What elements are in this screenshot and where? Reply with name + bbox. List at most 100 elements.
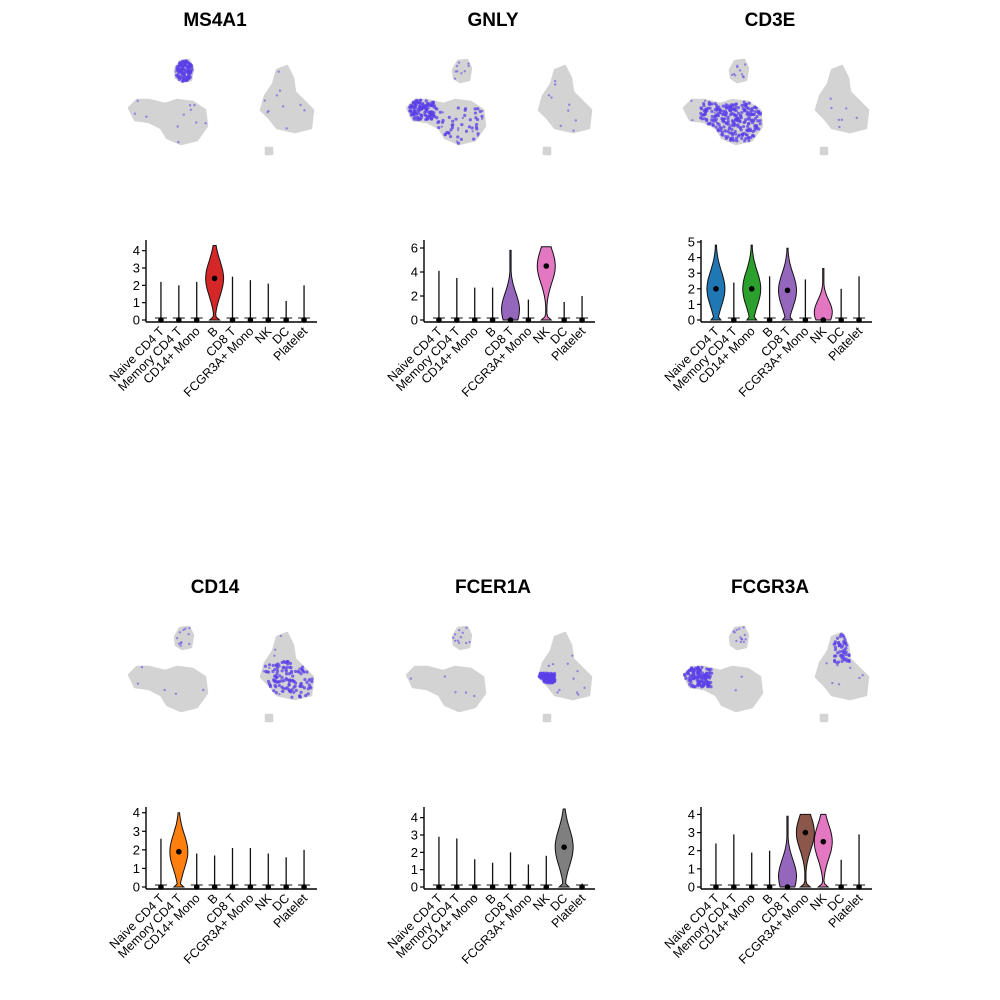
umap-cell: [738, 69, 742, 72]
umap-cell: [473, 694, 476, 698]
median-point: [713, 884, 719, 890]
umap-cell-expressing: [696, 684, 700, 688]
umap-cell-expressing: [272, 689, 276, 693]
y-tick-label: 6: [411, 241, 418, 256]
umap-cell: [182, 113, 186, 116]
umap-cell-expressing: [289, 669, 294, 674]
umap-cell-expressing: [756, 119, 760, 123]
umap-cell: [176, 125, 179, 128]
umap-cell: [855, 116, 858, 120]
umap-cell-expressing: [693, 666, 697, 670]
umap-cell-expressing: [701, 680, 705, 684]
umap-cell-expressing: [413, 109, 417, 113]
umap-cell-expressing: [697, 679, 701, 684]
y-tick-label: 3: [688, 266, 695, 281]
umap-cell-expressing: [710, 114, 714, 119]
umap-cell-expressing: [749, 135, 753, 140]
umap-cell: [441, 111, 445, 114]
umap-cell-expressing: [720, 132, 724, 137]
umap-cell-expressing: [282, 659, 286, 664]
umap-cell-expressing: [428, 112, 432, 116]
umap-cell-expressing: [726, 115, 730, 119]
umap-cell-expressing: [419, 115, 424, 119]
umap-cell-expressing: [750, 121, 755, 125]
umap-cell: [571, 654, 574, 657]
umap-cell-expressing: [271, 663, 275, 668]
umap-cell-expressing: [183, 69, 187, 73]
umap-cell-expressing: [734, 132, 738, 136]
umap-cell-expressing: [298, 695, 302, 699]
umap-cell: [453, 77, 457, 80]
umap-cell-expressing: [464, 129, 469, 133]
umap-cell-expressing: [726, 129, 730, 134]
umap-cell-expressing: [410, 104, 414, 108]
umap-cell: [849, 666, 852, 670]
umap-cell-expressing: [285, 678, 289, 682]
umap-cell-expressing: [293, 669, 298, 674]
violin-nk: [813, 268, 833, 321]
umap-cell-expressing: [837, 643, 841, 647]
median-point: [802, 829, 809, 836]
umap-cell-expressing: [275, 669, 280, 673]
umap-cell-expressing: [419, 113, 423, 117]
umap-cell: [568, 103, 571, 106]
umap-cell-expressing: [706, 671, 711, 675]
umap-cell-expressing: [699, 116, 703, 120]
umap-cell: [572, 129, 575, 132]
umap-cell: [202, 688, 205, 692]
umap-cluster-t: [127, 665, 209, 713]
umap-cell-expressing: [306, 692, 310, 696]
umap-cell-expressing: [747, 122, 751, 126]
umap-cell: [743, 63, 747, 66]
umap-cell: [572, 677, 575, 680]
umap-cell-expressing: [702, 117, 707, 121]
umap-cell: [457, 641, 461, 645]
y-tick-label: 3: [411, 828, 418, 843]
violin-cd8-t: [777, 815, 798, 888]
umap-cell-expressing: [187, 62, 192, 66]
umap-cell: [285, 127, 288, 130]
umap-cell-expressing: [709, 685, 713, 689]
umap-cell-expressing: [305, 680, 309, 684]
umap-cell: [825, 662, 828, 665]
umap-cell-expressing: [735, 139, 739, 143]
umap-cell: [831, 681, 834, 685]
umap-cell: [733, 631, 736, 634]
umap-cell: [734, 689, 737, 692]
umap-cell-expressing: [832, 642, 836, 646]
umap-cell-expressing: [474, 116, 478, 120]
median-point: [766, 317, 773, 323]
umap-cell-expressing: [446, 131, 450, 135]
umap-cell: [409, 677, 413, 680]
umap-cell-expressing: [441, 120, 445, 124]
umap-cell-expressing: [176, 72, 180, 76]
umap-cell: [744, 638, 747, 641]
median-point: [766, 884, 773, 890]
umap-cell-expressing: [293, 684, 297, 688]
umap-cell-expressing: [844, 650, 848, 654]
umap-cell-expressing: [418, 104, 422, 109]
umap-cell: [303, 109, 306, 112]
umap-cell-expressing: [716, 129, 721, 133]
umap-cell: [713, 111, 716, 114]
umap-cell-expressing: [699, 683, 703, 688]
umap-cell-expressing: [277, 664, 281, 668]
umap-cell-expressing: [431, 113, 436, 117]
median-point: [176, 317, 182, 323]
umap-cell-expressing: [179, 76, 183, 80]
umap-cell-expressing: [288, 661, 293, 665]
y-tick-label: 4: [133, 243, 140, 258]
umap-cell-expressing: [736, 105, 741, 110]
median-point: [561, 844, 567, 850]
umap-cell-expressing: [291, 678, 295, 683]
umap-cell-expressing: [275, 671, 279, 675]
median-point: [193, 317, 200, 323]
umap-cell-expressing: [450, 126, 455, 130]
umap-cell: [838, 125, 841, 129]
umap-cell-expressing: [424, 108, 429, 112]
umap-cluster-platelet: [542, 146, 552, 156]
median-point: [211, 275, 218, 282]
umap-cell-expressing: [476, 107, 480, 111]
umap-cell: [456, 70, 459, 73]
